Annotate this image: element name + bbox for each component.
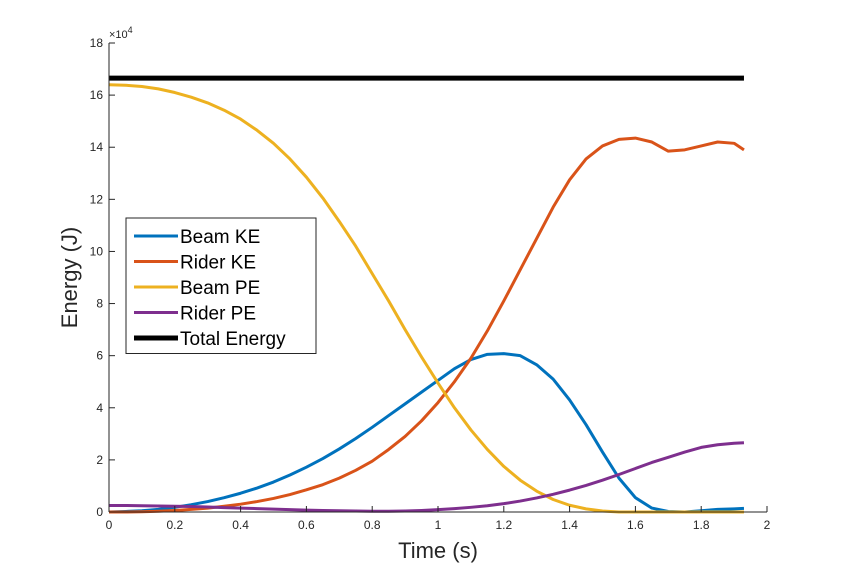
y-axis-multiplier: ×104	[109, 25, 133, 41]
x-tick-label: 1.2	[495, 518, 512, 532]
y-tick-label: 0	[96, 505, 103, 519]
axes-layer: 0 0.2 0.4 0.6 0.8 1 1.2 1.4 1.6 1.8 2 0 2 4 6 8 10 12 14 16…	[90, 36, 771, 532]
series-line-rider-pe	[109, 441, 745, 513]
y-tick-label: 8	[96, 297, 103, 311]
legend: Beam KE Rider KE Beam PE Rider PE Total Ener…	[125, 217, 317, 354]
y-tick-label: 6	[96, 349, 103, 363]
x-tick-label: 1	[435, 518, 442, 532]
x-tick-label: 0	[106, 518, 113, 532]
legend-label-beam-ke: Beam KE	[180, 227, 260, 248]
x-tick-label: 1.4	[561, 518, 578, 532]
y-axis-title: Energy (J)	[57, 227, 82, 328]
x-tick-label: 0.6	[298, 518, 315, 532]
y-tick-label: 14	[90, 140, 104, 154]
series-line-beam-ke	[108, 352, 745, 514]
x-tick-label: 0.8	[364, 518, 381, 532]
x-axis-title: Time (s)	[398, 538, 478, 563]
y-tick-label: 18	[90, 36, 104, 50]
x-tick-label: 0.2	[166, 518, 183, 532]
y-tick-label: 16	[90, 88, 104, 102]
x-tick-label: 1.8	[693, 518, 710, 532]
x-tick-label: 1.6	[627, 518, 644, 532]
y-tick-label: 10	[90, 244, 104, 258]
legend-label-beam-pe: Beam PE	[180, 278, 260, 299]
legend-label-rider-ke: Rider KE	[180, 253, 256, 274]
legend-label-total-energy: Total Energy	[180, 329, 286, 350]
x-tick-label: 0.4	[232, 518, 249, 532]
y-tick-label: 4	[96, 401, 103, 415]
legend-label-rider-pe: Rider PE	[180, 304, 256, 325]
y-tick-label: 2	[96, 453, 103, 467]
x-tick-label: 2	[764, 518, 771, 532]
y-tick-label: 12	[90, 192, 104, 206]
